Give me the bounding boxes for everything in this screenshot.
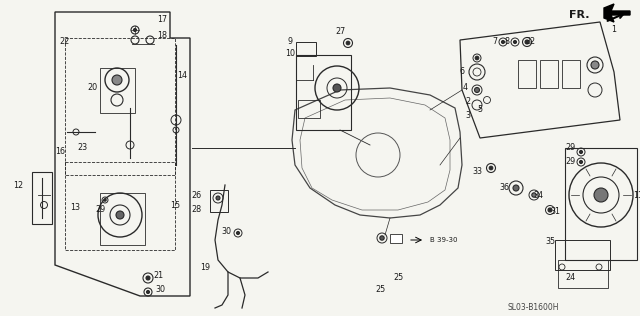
Text: 14: 14: [177, 70, 187, 80]
Bar: [540, 60, 558, 88]
Circle shape: [502, 40, 504, 44]
Text: 33: 33: [472, 167, 482, 177]
Text: 26: 26: [191, 191, 201, 199]
Text: 25: 25: [394, 274, 404, 283]
Circle shape: [216, 196, 220, 200]
Text: 20: 20: [87, 83, 97, 93]
Text: B 39-30: B 39-30: [430, 237, 458, 243]
Text: 7: 7: [492, 38, 497, 46]
Bar: [32, 172, 52, 224]
Text: 6: 6: [460, 68, 465, 76]
Text: 13: 13: [70, 204, 80, 212]
Text: 8: 8: [504, 38, 509, 46]
Circle shape: [380, 236, 384, 240]
Text: 1: 1: [611, 26, 616, 34]
Bar: [298, 100, 320, 118]
Circle shape: [591, 61, 599, 69]
Circle shape: [532, 193, 536, 197]
Circle shape: [333, 84, 341, 92]
Circle shape: [489, 166, 493, 170]
Circle shape: [513, 185, 519, 191]
Circle shape: [237, 232, 239, 234]
Circle shape: [579, 161, 582, 163]
Circle shape: [146, 276, 150, 280]
Text: 22: 22: [59, 38, 69, 46]
Text: 23: 23: [77, 143, 87, 153]
Circle shape: [147, 290, 150, 294]
Text: 34: 34: [533, 191, 543, 199]
Text: FR.: FR.: [570, 10, 590, 20]
Bar: [555, 240, 610, 270]
Circle shape: [513, 40, 516, 44]
Text: 29: 29: [565, 157, 575, 167]
Text: SL03-B1600H: SL03-B1600H: [508, 302, 559, 312]
Text: 9: 9: [287, 38, 292, 46]
Bar: [65, 162, 175, 250]
Bar: [65, 38, 175, 175]
Text: 17: 17: [157, 15, 167, 25]
Text: 10: 10: [285, 50, 295, 58]
Text: 15: 15: [170, 200, 180, 210]
Text: 30: 30: [155, 285, 165, 295]
Circle shape: [474, 88, 479, 93]
Text: 2: 2: [465, 98, 470, 106]
Bar: [518, 60, 536, 88]
Text: 36: 36: [499, 184, 509, 192]
Text: 31: 31: [550, 208, 560, 216]
Text: 28: 28: [191, 205, 201, 215]
Circle shape: [346, 41, 350, 45]
Circle shape: [104, 199, 106, 201]
Text: 29: 29: [565, 143, 575, 153]
Bar: [558, 260, 608, 288]
Text: 24: 24: [565, 274, 575, 283]
Bar: [390, 234, 402, 243]
Bar: [296, 55, 351, 130]
Circle shape: [525, 40, 529, 44]
Text: 32: 32: [525, 38, 535, 46]
Text: 18: 18: [157, 31, 167, 40]
Bar: [565, 148, 637, 260]
Text: 12: 12: [13, 180, 23, 190]
Circle shape: [112, 75, 122, 85]
Bar: [210, 190, 228, 212]
Circle shape: [579, 150, 582, 154]
Polygon shape: [604, 4, 630, 22]
Circle shape: [475, 56, 479, 60]
Text: 25: 25: [375, 285, 385, 295]
Text: 4: 4: [463, 83, 467, 93]
Bar: [296, 42, 316, 56]
Circle shape: [594, 188, 608, 202]
Circle shape: [116, 211, 124, 219]
Circle shape: [548, 208, 552, 212]
Text: 5: 5: [477, 106, 483, 114]
Text: 16: 16: [55, 148, 65, 156]
Text: 35: 35: [545, 238, 555, 246]
Text: 21: 21: [153, 270, 163, 279]
Bar: [100, 68, 135, 113]
Text: 27: 27: [335, 27, 345, 37]
Text: 29: 29: [95, 205, 105, 215]
Text: 3: 3: [465, 111, 470, 119]
Bar: [100, 193, 145, 245]
Bar: [562, 60, 580, 88]
Text: 30: 30: [221, 228, 231, 236]
Text: 11: 11: [633, 191, 640, 199]
Circle shape: [134, 28, 136, 32]
Text: 19: 19: [200, 264, 210, 272]
